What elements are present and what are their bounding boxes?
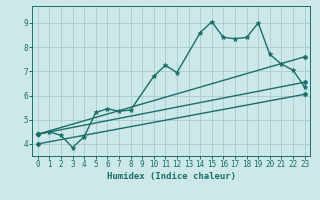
X-axis label: Humidex (Indice chaleur): Humidex (Indice chaleur) [107,172,236,181]
